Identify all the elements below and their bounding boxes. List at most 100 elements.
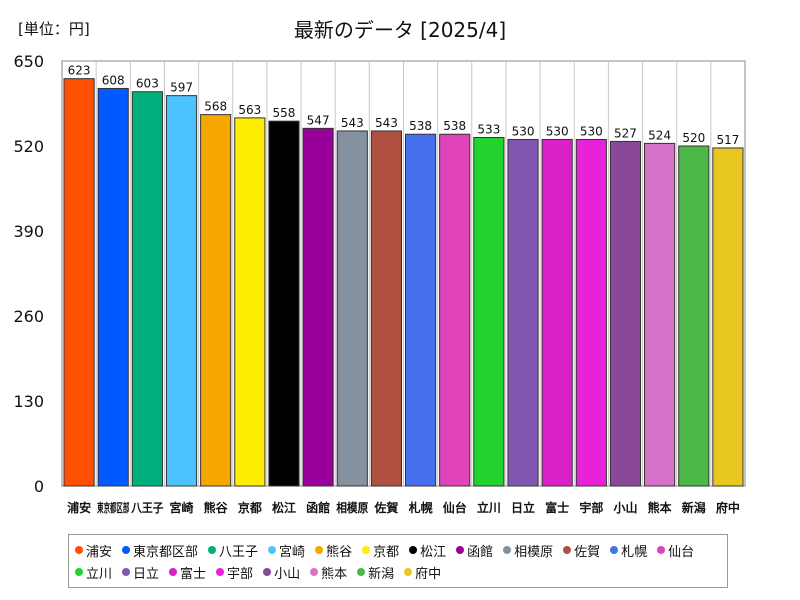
legend-label: 富士 <box>180 566 207 582</box>
value-label: 568 <box>204 100 227 114</box>
category-label: 東京都区部 <box>97 500 129 515</box>
category-label: 熊谷 <box>204 500 229 515</box>
bar <box>541 138 573 487</box>
legend-item: 函館 <box>456 539 493 561</box>
y-tick-label: 0 <box>34 477 44 496</box>
legend-swatch <box>75 546 83 554</box>
bar <box>644 142 676 487</box>
category-label: 相模原 <box>336 500 368 515</box>
legend-swatch <box>409 546 418 554</box>
legend-item: 相模原 <box>503 539 553 561</box>
bar <box>473 137 505 487</box>
legend-item: 宮崎 <box>268 539 305 561</box>
legend-label: 熊本 <box>321 566 348 582</box>
category-label: 佐賀 <box>373 500 398 515</box>
value-label: 538 <box>443 119 466 133</box>
legend-swatch <box>263 568 272 576</box>
legend-swatch <box>610 546 619 554</box>
value-label: 623 <box>68 64 91 78</box>
legend-label: 新潟 <box>368 566 395 582</box>
legend-item: 熊本 <box>310 561 347 583</box>
bar <box>302 127 334 487</box>
legend-item: 札幌 <box>610 539 647 561</box>
legend-label: 函館 <box>467 544 494 560</box>
category-label: 札幌 <box>408 500 433 515</box>
value-label: 517 <box>716 133 739 147</box>
value-label: 530 <box>546 124 569 138</box>
legend-item: 熊谷 <box>315 539 352 561</box>
bar <box>439 133 471 487</box>
y-tick-label: 390 <box>13 222 44 241</box>
bar <box>63 78 95 487</box>
unit-label: [単位：円] <box>18 20 90 38</box>
legend-swatch <box>268 546 277 554</box>
legend-swatch <box>456 546 465 554</box>
value-label: 520 <box>682 131 705 145</box>
value-label: 597 <box>170 81 193 95</box>
legend-swatch <box>122 546 131 554</box>
legend-label: 松江 <box>420 544 447 560</box>
category-label: 宮崎 <box>170 500 194 515</box>
legend-swatch <box>75 568 83 576</box>
value-label: 530 <box>512 124 535 138</box>
legend-swatch <box>657 546 666 554</box>
legend-item: 八王子 <box>208 539 258 561</box>
category-label: 宇部 <box>579 500 603 515</box>
category-label: 新潟 <box>682 500 706 515</box>
legend-label: 熊谷 <box>326 544 353 560</box>
bar <box>575 138 607 487</box>
legend-label: 八王子 <box>219 544 259 560</box>
legend-item: 宇部 <box>216 561 253 583</box>
bar <box>370 130 403 487</box>
value-label: 530 <box>580 124 603 138</box>
legend-item: 仙台 <box>657 539 694 561</box>
legend-label: 立川 <box>86 566 113 582</box>
bar <box>405 133 437 487</box>
bar <box>97 87 129 487</box>
value-label: 533 <box>477 123 500 137</box>
legend-swatch <box>357 568 366 576</box>
legend-label: 小山 <box>274 566 301 582</box>
legend-label: 京都 <box>373 544 400 560</box>
legend-label: 日立 <box>133 566 160 582</box>
category-label: 立川 <box>477 500 501 515</box>
legend-swatch <box>503 546 512 554</box>
category-label: 富士 <box>545 500 569 515</box>
legend-swatch <box>216 568 225 576</box>
legend-label: 相模原 <box>514 544 554 560</box>
bar <box>507 138 539 487</box>
category-label: 仙台 <box>443 500 467 515</box>
bar <box>200 114 232 487</box>
legend-label: 札幌 <box>621 544 648 560</box>
legend-label: 宮崎 <box>279 544 306 560</box>
y-tick-label: 520 <box>13 137 44 156</box>
value-label: 524 <box>648 128 671 142</box>
bar <box>678 145 710 487</box>
value-label: 603 <box>136 77 159 91</box>
y-tick-label: 260 <box>13 307 44 326</box>
value-label: 538 <box>409 119 432 133</box>
category-label: 熊本 <box>648 500 672 515</box>
bar <box>165 95 198 487</box>
legend-item: 松江 <box>409 539 446 561</box>
legend-swatch <box>404 568 413 576</box>
legend-item: 京都 <box>362 539 399 561</box>
legend-label: 浦安 <box>86 544 113 560</box>
legend-item: 浦安 <box>75 539 112 561</box>
category-label: 府中 <box>716 500 740 515</box>
legend-swatch <box>563 546 572 554</box>
value-label: 527 <box>614 126 637 140</box>
legend-item: 府中 <box>404 561 441 583</box>
legend-swatch <box>362 546 371 554</box>
category-label: 浦安 <box>67 500 91 515</box>
category-label: 函館 <box>306 500 330 515</box>
legend-label: 仙台 <box>668 544 695 560</box>
bar <box>336 130 368 487</box>
legend-label: 東京都区部 <box>133 544 199 560</box>
category-label: 八王子 <box>130 501 163 515</box>
legend-swatch <box>169 568 178 576</box>
y-tick-label: 130 <box>13 392 44 411</box>
category-label: 京都 <box>238 500 262 515</box>
legend-swatch <box>315 546 324 554</box>
category-label: 小山 <box>613 500 637 515</box>
